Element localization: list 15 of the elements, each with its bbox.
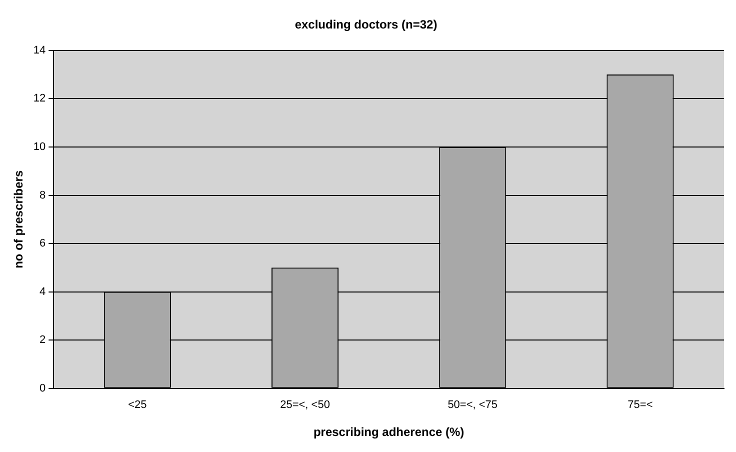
y-tick-label: 4 — [40, 286, 46, 298]
x-axis-title: prescribing adherence (%) — [313, 425, 464, 440]
y-axis-title: no of prescribers — [12, 170, 26, 268]
y-tick-label: 0 — [40, 382, 46, 394]
x-tick-label: 75=< — [628, 399, 653, 412]
x-tick-label: 25=<, <50 — [280, 399, 330, 412]
y-tick-label: 8 — [40, 189, 46, 202]
x-tick-label: 50=<, <75 — [448, 399, 498, 412]
y-tick-label: 6 — [40, 238, 46, 250]
y-tick-label: 2 — [40, 334, 46, 346]
y-tick-label: 12 — [33, 92, 46, 105]
y-tick-label: 10 — [33, 141, 46, 154]
chart-title: excluding doctors (n=32) — [294, 18, 438, 32]
y-tick-label: 14 — [33, 44, 46, 56]
x-tick-label: <25 — [128, 399, 147, 412]
